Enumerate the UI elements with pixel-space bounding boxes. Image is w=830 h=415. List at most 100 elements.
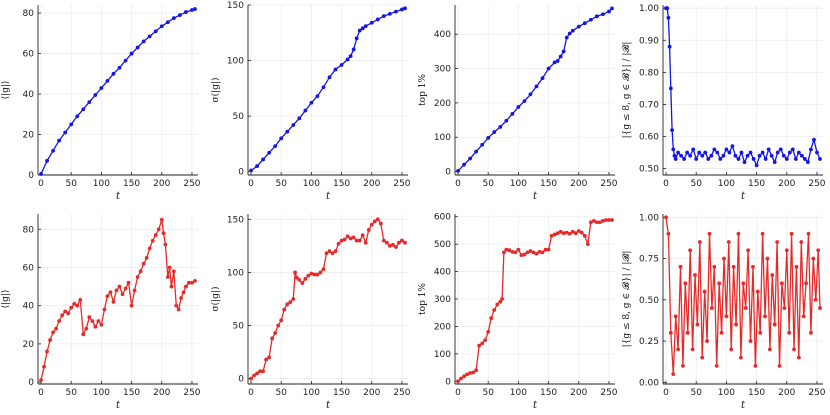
series-line bbox=[666, 7, 821, 168]
x-tick-label: 50 bbox=[65, 388, 77, 398]
data-point bbox=[678, 264, 683, 269]
x-tick-label: 250 bbox=[600, 388, 617, 398]
data-point bbox=[683, 281, 688, 286]
data-point bbox=[681, 363, 685, 368]
data-point bbox=[114, 288, 119, 293]
data-point bbox=[39, 378, 43, 383]
data-point bbox=[818, 157, 822, 161]
data-point bbox=[403, 6, 407, 11]
y-tick-label: 60 bbox=[23, 263, 35, 273]
data-point bbox=[468, 156, 472, 161]
data-point bbox=[261, 369, 265, 374]
data-point bbox=[400, 7, 404, 12]
data-point bbox=[787, 150, 792, 155]
data-point bbox=[601, 218, 605, 223]
data-point bbox=[784, 248, 789, 253]
data-point bbox=[510, 111, 515, 116]
x-tick-label: 200 bbox=[363, 388, 380, 398]
data-point bbox=[90, 319, 95, 323]
data-point bbox=[150, 238, 155, 243]
data-point bbox=[345, 57, 350, 62]
data-point bbox=[375, 217, 380, 222]
data-point bbox=[534, 251, 539, 256]
data-point bbox=[558, 54, 563, 59]
data-point bbox=[99, 86, 104, 90]
data-point bbox=[528, 92, 533, 97]
data-point bbox=[165, 20, 170, 25]
data-point bbox=[193, 7, 197, 11]
data-point bbox=[694, 157, 699, 161]
data-point bbox=[369, 222, 374, 227]
data-point bbox=[510, 249, 515, 254]
series-line bbox=[457, 7, 613, 172]
data-point bbox=[794, 264, 799, 269]
data-point bbox=[741, 281, 746, 286]
x-tick-label: 0 bbox=[248, 388, 254, 398]
x-tick-label: 50 bbox=[482, 179, 494, 189]
x-tick-label: 100 bbox=[718, 179, 735, 189]
data-point bbox=[682, 157, 687, 161]
x-tick-label: 150 bbox=[540, 388, 557, 398]
data-point bbox=[676, 347, 680, 352]
x-tick-label: 100 bbox=[510, 388, 527, 398]
data-point bbox=[129, 303, 134, 308]
x-tick-label: 250 bbox=[393, 388, 410, 398]
y-axis-label: |{g ≤ 8, g ∈ 𝓑}| / |𝓑| bbox=[621, 42, 632, 139]
x-axis-label: t bbox=[116, 191, 121, 202]
data-point bbox=[255, 371, 259, 376]
data-point bbox=[782, 306, 787, 310]
data-point bbox=[171, 16, 176, 21]
data-point bbox=[165, 275, 170, 279]
data-point bbox=[522, 252, 527, 257]
data-point bbox=[108, 290, 113, 295]
data-point bbox=[141, 39, 146, 44]
x-tick-label: 200 bbox=[570, 388, 587, 398]
data-point bbox=[193, 278, 197, 283]
data-point bbox=[273, 144, 278, 149]
y-tick-label: 0 bbox=[238, 375, 244, 385]
y-tick-label: 0 bbox=[238, 168, 244, 178]
y-axis-label: σ(|g|) bbox=[210, 78, 221, 103]
y-tick-label: 300 bbox=[434, 295, 451, 305]
data-point bbox=[39, 172, 43, 176]
data-point bbox=[66, 311, 71, 316]
data-point bbox=[270, 336, 275, 341]
y-tick-label: 0.25 bbox=[639, 337, 659, 347]
panel-p7: 0 50 100 150 200 250 0 100 200 300 400 500 600 t top 1… bbox=[418, 213, 618, 411]
data-point bbox=[665, 6, 670, 11]
data-point bbox=[753, 363, 758, 368]
data-point bbox=[249, 168, 253, 173]
data-point bbox=[300, 281, 305, 285]
data-point bbox=[781, 153, 786, 158]
y-axis-label: ⟨|g|⟩ bbox=[1, 81, 11, 100]
data-point bbox=[697, 240, 702, 244]
data-point bbox=[742, 160, 747, 165]
data-point bbox=[309, 100, 314, 105]
data-point bbox=[743, 306, 748, 310]
data-point bbox=[105, 78, 110, 83]
y-tick-label: 50 bbox=[233, 322, 245, 332]
x-axis-label: t bbox=[116, 400, 121, 411]
data-point bbox=[793, 157, 798, 161]
data-point bbox=[45, 349, 49, 354]
data-point bbox=[303, 276, 308, 281]
data-point bbox=[279, 318, 284, 323]
data-point bbox=[297, 277, 302, 282]
data-point bbox=[513, 250, 518, 255]
data-point bbox=[601, 12, 605, 17]
data-point bbox=[772, 322, 777, 327]
data-point bbox=[342, 237, 347, 242]
data-point bbox=[700, 153, 705, 158]
data-point bbox=[117, 284, 122, 289]
data-point bbox=[51, 148, 55, 153]
data-point bbox=[504, 247, 509, 252]
data-point bbox=[123, 58, 128, 63]
data-point bbox=[492, 130, 497, 134]
data-point bbox=[816, 248, 821, 253]
data-point bbox=[706, 157, 711, 161]
data-point bbox=[673, 157, 678, 161]
x-tick-label: 250 bbox=[808, 179, 825, 189]
data-point bbox=[780, 281, 784, 286]
data-point bbox=[336, 241, 341, 246]
